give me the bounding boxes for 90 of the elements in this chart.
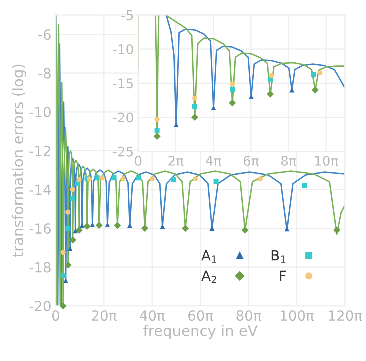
y-axis-title: transformation errors (log) (12, 64, 26, 258)
y-tick-label: -16 (30, 224, 51, 234)
y-tick-label: -14 (30, 184, 52, 196)
x-axis-title: frequency in eV (144, 325, 258, 340)
y-tick-label: -20 (30, 301, 51, 312)
point (230, 82, 236, 87)
legend-label: A$_{1}$ (202, 250, 216, 263)
point (60, 250, 66, 256)
point (229, 100, 236, 107)
point (192, 104, 198, 110)
point (211, 105, 216, 110)
y-tick-label: -8 (38, 68, 51, 79)
x-tick-label: 60π (188, 310, 214, 322)
point (80, 223, 85, 228)
point (242, 226, 249, 234)
x-tick-label: 100π (281, 310, 314, 322)
x-tick-label: 8π (281, 156, 297, 166)
legend-label: F (280, 270, 286, 282)
point (142, 224, 149, 232)
point (193, 176, 198, 182)
x-tick-label: 6π (244, 156, 259, 166)
x-tick-label: 4π (206, 156, 222, 166)
y-tick-label: -15 (113, 78, 134, 89)
legend-label: A$_{2}$ (202, 270, 216, 284)
point (312, 86, 319, 94)
point (192, 96, 198, 101)
x-tick-label: 80π (236, 310, 262, 322)
point (154, 117, 160, 122)
x-tick-label: 2π (168, 156, 184, 166)
point (136, 176, 142, 181)
point (112, 176, 117, 181)
x-tick-label: 0 (135, 156, 142, 166)
point (76, 226, 83, 234)
point (258, 176, 263, 182)
point (160, 224, 166, 230)
point (154, 133, 161, 140)
y-tick-label: -12 (30, 146, 50, 156)
point (214, 179, 219, 184)
point (248, 94, 254, 100)
point (105, 222, 110, 228)
point (84, 223, 91, 230)
point (100, 176, 105, 181)
point (90, 222, 96, 228)
point (76, 178, 82, 183)
point (70, 187, 76, 192)
x-tick-label: 40π (140, 310, 166, 322)
point (114, 222, 122, 230)
point (60, 302, 67, 310)
point (69, 236, 77, 244)
y-tick-label: -18 (30, 262, 51, 273)
point (334, 226, 341, 234)
point (63, 278, 68, 284)
point (191, 114, 199, 122)
point (318, 70, 323, 76)
point (68, 246, 73, 252)
x-tick-label: 10π (315, 156, 338, 166)
point (94, 176, 100, 181)
point (60, 274, 66, 279)
point (96, 222, 103, 230)
point (210, 226, 215, 232)
point (87, 176, 92, 182)
point (174, 122, 179, 128)
point (267, 90, 274, 98)
point (269, 73, 274, 78)
point (150, 176, 155, 182)
point (171, 178, 176, 183)
point (128, 223, 133, 228)
y-tick-label: -10 (113, 44, 134, 54)
point (302, 183, 308, 188)
x-tick-label: 20π (92, 310, 117, 322)
x-tick-label: 0 (52, 310, 60, 322)
point (290, 88, 295, 93)
y-tick-label: -6 (38, 30, 51, 40)
point (311, 72, 316, 78)
y-tick-label: -5 (122, 10, 134, 20)
point (284, 226, 290, 232)
x-tick-label: 120π (329, 310, 362, 322)
point (75, 181, 80, 186)
point (66, 226, 71, 232)
legend-label: B$_{1}$ (272, 250, 286, 263)
y-tick-label: -10 (30, 107, 51, 118)
point (154, 128, 160, 133)
y-tick-label: -20 (113, 112, 134, 123)
y-tick-label: -25 (113, 146, 134, 157)
point (182, 224, 190, 232)
point (64, 262, 72, 269)
point (70, 196, 76, 201)
point (66, 210, 71, 215)
point (120, 176, 126, 182)
point (230, 87, 236, 92)
